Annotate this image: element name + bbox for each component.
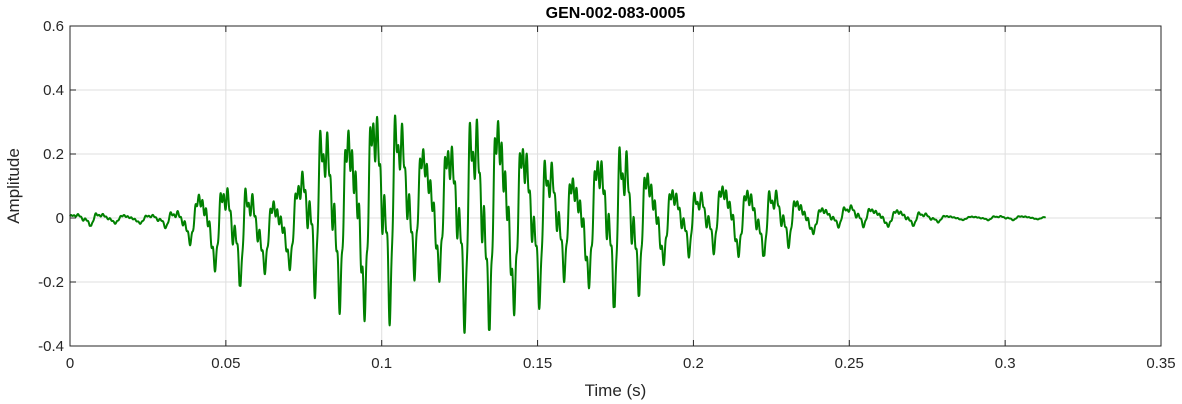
y-tick-label: 0.4 — [43, 82, 64, 99]
y-tick-label: -0.4 — [38, 338, 64, 355]
x-tick-label: 0 — [66, 355, 74, 372]
signal-line — [69, 114, 1047, 334]
x-tick-label: 0.35 — [1146, 355, 1175, 372]
x-tick-label: 0.1 — [371, 355, 392, 372]
x-tick-label: 0.2 — [683, 355, 704, 372]
y-axis-ticks: -0.4 -0.2 0 0.2 0.4 0.6 — [38, 18, 1161, 355]
x-axis-label: Time (s) — [585, 381, 647, 400]
plot-frame — [69, 25, 1162, 347]
chart-title: GEN-002-083-0005 — [546, 5, 686, 22]
y-tick-label: 0.2 — [43, 146, 64, 163]
x-tick-label: 0.05 — [211, 355, 240, 372]
y-axis-label: Amplitude — [4, 148, 23, 224]
y-tick-label: -0.2 — [38, 274, 64, 291]
x-axis-ticks: 0 0.05 0.1 0.15 0.2 0.25 0.3 0.35 — [66, 26, 1176, 372]
x-tick-label: 0.25 — [835, 355, 864, 372]
x-tick-label: 0.3 — [995, 355, 1016, 372]
x-tick-label: 0.15 — [523, 355, 552, 372]
y-tick-label: 0 — [56, 210, 64, 227]
y-tick-label: 0.6 — [43, 18, 64, 35]
